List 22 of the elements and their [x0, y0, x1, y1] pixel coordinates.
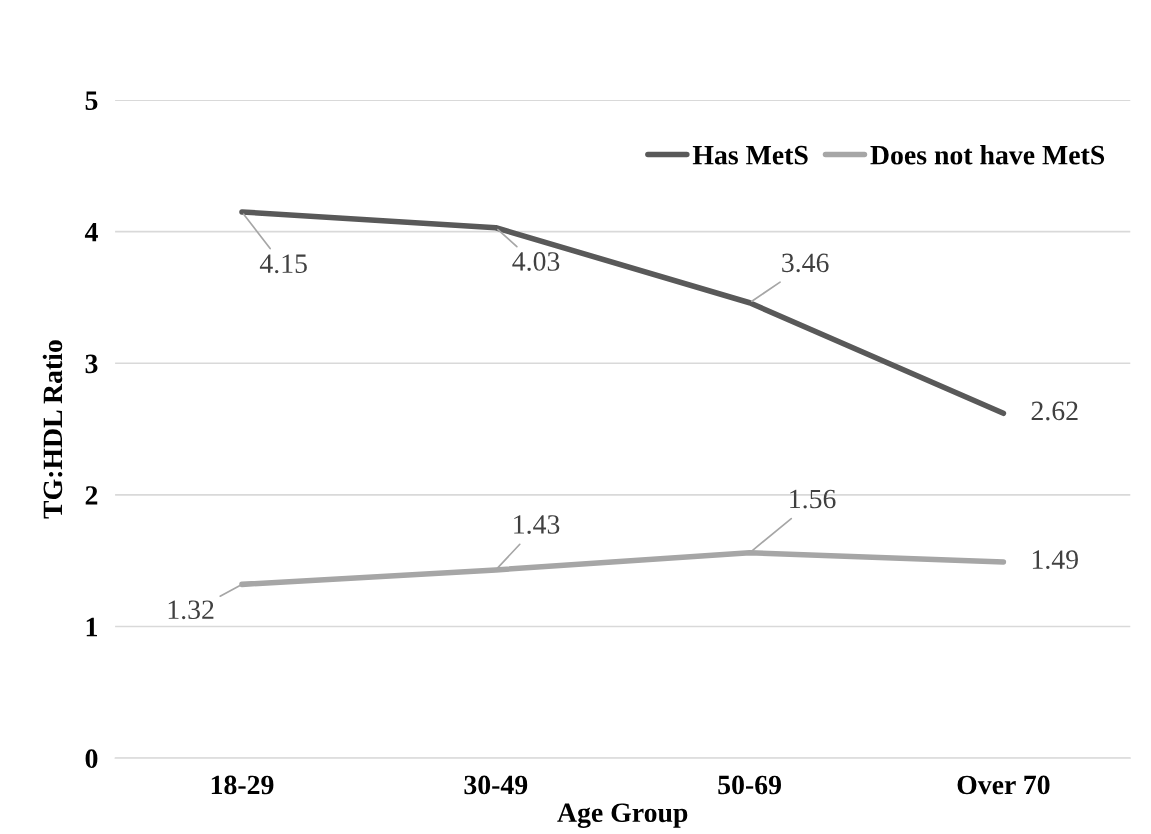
- x-tick-label: 18-29: [211, 775, 274, 795]
- data-label: 1.43: [514, 515, 560, 534]
- data-label: 1.56: [790, 489, 836, 509]
- legend-label: Has MetS: [692, 145, 808, 165]
- y-axis-title: TG:HDL Ratio: [42, 340, 63, 519]
- y-tick-label: 3: [85, 354, 98, 374]
- y-tick-label: 1: [86, 617, 97, 637]
- x-tick-label: 30-49: [464, 775, 528, 795]
- y-tick-label: 5: [85, 91, 98, 110]
- y-tick-label: 0: [85, 749, 98, 769]
- y-tick-label: 2: [85, 486, 98, 505]
- x-tick-label: 50-69: [718, 775, 781, 795]
- legend-label: Does not have MetS: [870, 144, 1105, 165]
- x-tick-label: Over 70: [957, 775, 1050, 795]
- data-label: 4.03: [512, 252, 560, 271]
- x-axis-title: Age Group: [557, 803, 688, 828]
- y-tick-label: 4: [84, 223, 98, 242]
- data-label: 2.62: [1031, 401, 1078, 421]
- data-label: 3.46: [782, 253, 829, 273]
- data-label: 1.49: [1032, 550, 1078, 570]
- data-label: 1.32: [168, 600, 214, 620]
- data-label: 4.15: [259, 254, 307, 274]
